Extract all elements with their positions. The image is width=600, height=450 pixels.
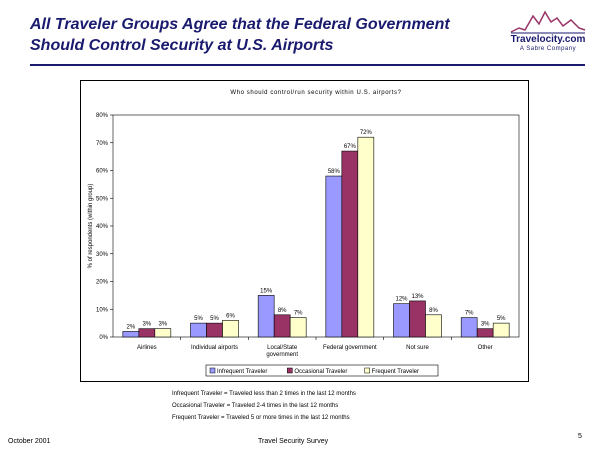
bar-frequent	[154, 328, 172, 338]
bar-occasional	[273, 314, 291, 338]
y-tick-label: 80%	[96, 113, 109, 119]
data-label: 3%	[142, 322, 151, 328]
travelocity-logo: Travelocity.com A Sabre Company	[505, 8, 591, 56]
data-label: 7%	[294, 311, 303, 317]
y-tick-label: 60%	[96, 169, 109, 175]
legend-swatch-infrequent	[209, 367, 216, 374]
definition-occasional: Occasional Traveler = Traveled 2-4 times…	[172, 403, 339, 409]
legend-swatch-frequent	[364, 367, 370, 374]
bar-occasional	[206, 322, 223, 338]
data-label: 5%	[210, 316, 219, 322]
page-number: 5	[578, 433, 582, 440]
footer-date: October 2001	[8, 438, 51, 445]
bar-infrequent	[460, 317, 478, 338]
bar-frequent	[492, 322, 510, 338]
y-tick-label: 10%	[96, 307, 109, 313]
bar-infrequent	[190, 322, 207, 338]
x-tick-label: Not sure	[406, 345, 429, 351]
data-label: 58%	[328, 169, 341, 175]
y-tick-label: 70%	[96, 141, 109, 147]
definition-frequent: Frequent Traveler = Traveled 5 or more t…	[172, 415, 350, 421]
legend-swatch-occasional	[287, 367, 293, 374]
x-tick-label: government	[266, 352, 298, 358]
x-tick-label: Local/State	[267, 345, 298, 351]
bar-occasional	[341, 150, 359, 338]
data-label: 67%	[344, 144, 357, 150]
bar-frequent	[357, 136, 375, 338]
bar-frequent	[222, 320, 239, 338]
legend	[205, 364, 439, 377]
data-label: 3%	[481, 322, 490, 328]
logo-subtitle: A Sabre Company	[519, 46, 577, 52]
bar-occasional	[138, 328, 156, 338]
data-label: 15%	[260, 288, 273, 294]
data-label: 3%	[158, 322, 167, 328]
y-tick-label: 50%	[96, 196, 109, 202]
slide-title-line-2: Should Control Security at U.S. Airports	[30, 37, 334, 54]
data-label: 13%	[411, 294, 424, 300]
legend-label-infrequent: Infrequent Traveler	[217, 369, 267, 375]
legend-label-occasional: Occasional Traveler	[294, 369, 347, 375]
x-tick-label: Individual airports	[191, 345, 238, 351]
data-label: 72%	[360, 130, 373, 136]
bar-infrequent	[325, 175, 343, 338]
data-label: 12%	[395, 297, 408, 303]
bar-frequent	[289, 317, 307, 338]
y-tick-label: 30%	[96, 252, 109, 258]
chart-frame: Who should control/run security within U…	[80, 80, 529, 382]
x-tick-label: Federal government	[323, 345, 377, 351]
data-label: 5%	[194, 316, 203, 322]
legend-label-frequent: Frequent Traveler	[372, 369, 419, 375]
definition-infrequent: Infrequent Traveler = Traveled less than…	[172, 391, 356, 397]
bar-occasional	[409, 300, 426, 338]
bar-frequent	[425, 314, 442, 338]
logo-text: Travelocity.com	[510, 34, 586, 45]
data-label: 5%	[497, 316, 506, 322]
data-label: 2%	[126, 324, 135, 330]
y-tick-label: 0%	[99, 335, 108, 341]
bar-infrequent	[122, 331, 140, 338]
data-label: 8%	[278, 308, 287, 314]
y-tick-label: 20%	[96, 280, 109, 286]
slide-title: All Traveler Groups Agree that the Feder…	[30, 14, 490, 56]
data-label: 7%	[465, 311, 474, 317]
skyline-icon	[510, 10, 586, 34]
x-tick-label: Airlines	[137, 345, 157, 351]
data-label: 8%	[429, 308, 438, 314]
data-label: 6%	[226, 313, 235, 319]
bar-chart: Who should control/run security within U…	[88, 90, 520, 377]
plot-area	[112, 114, 520, 338]
footer-title: Travel Security Survey	[258, 438, 329, 445]
bar-infrequent	[257, 295, 275, 338]
bar-infrequent	[393, 303, 410, 338]
chart-title: Who should control/run security within U…	[230, 90, 401, 96]
bar-occasional	[476, 328, 494, 338]
title-divider	[30, 64, 585, 66]
x-tick-label: Other	[478, 345, 493, 351]
y-tick-label: 40%	[96, 224, 109, 230]
y-axis-label: % of respondents (within group)	[88, 184, 94, 269]
slide-title-line-1: All Traveler Groups Agree that the Feder…	[30, 16, 450, 33]
